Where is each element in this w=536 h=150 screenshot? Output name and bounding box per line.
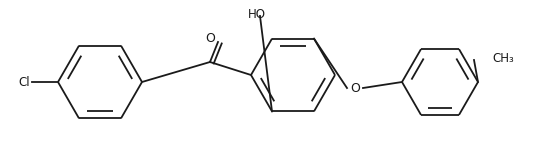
Text: O: O	[205, 33, 215, 45]
Text: HO: HO	[248, 8, 266, 21]
Text: O: O	[350, 81, 360, 94]
Text: CH₃: CH₃	[492, 51, 513, 64]
Text: Cl: Cl	[18, 75, 29, 88]
